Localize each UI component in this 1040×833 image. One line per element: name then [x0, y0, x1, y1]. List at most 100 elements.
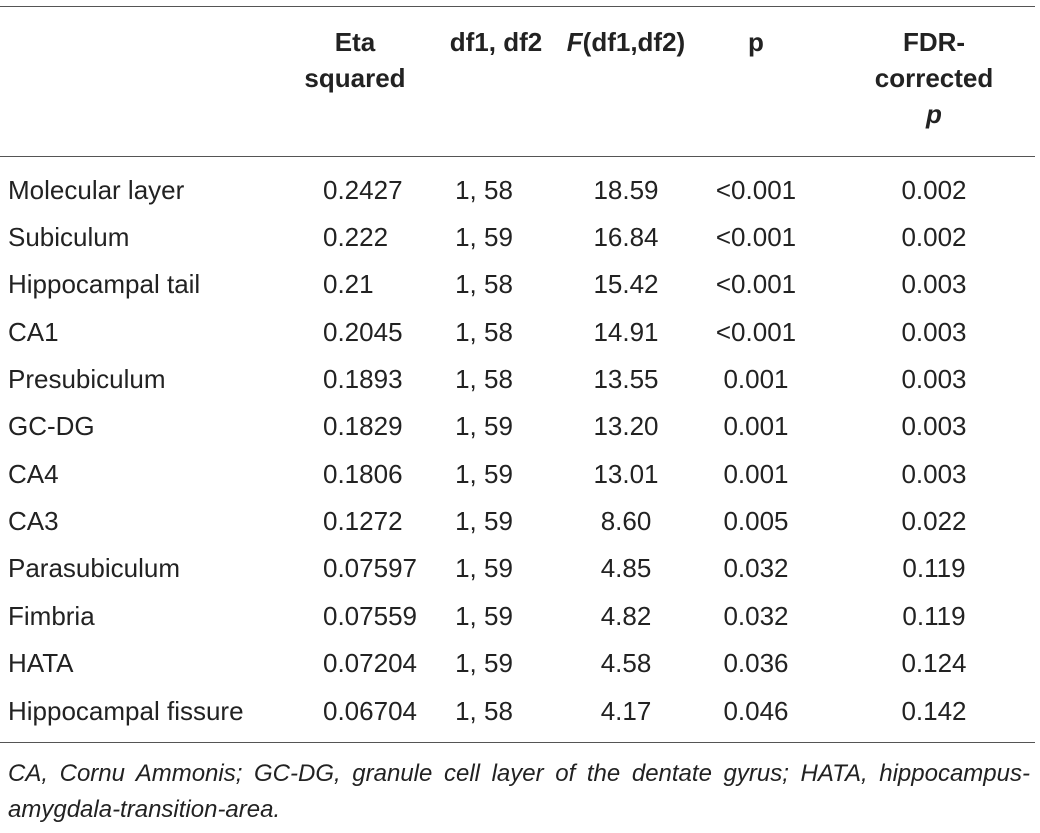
- cell-f: 4.58: [600, 648, 652, 678]
- table-row: CA1 0.2045 1, 58 14.91 <0.001 0.003: [0, 309, 1040, 356]
- cell-eta: 0.2427: [323, 175, 403, 205]
- cell-f: 4.17: [600, 696, 652, 726]
- cell-df: 1, 59: [455, 506, 513, 536]
- cell-p: 0.001: [723, 411, 789, 441]
- cell-fdr: 0.002: [901, 222, 967, 252]
- table-row: Hippocampal tail 0.21 1, 58 15.42 <0.001…: [0, 261, 1040, 308]
- cell-p: 0.036: [723, 648, 789, 678]
- cell-region: Presubiculum: [8, 364, 166, 394]
- cell-df: 1, 58: [455, 696, 513, 726]
- cell-f: 13.01: [593, 459, 659, 489]
- table-footnote: CA, Cornu Ammonis; GC-DG, granule cell l…: [8, 760, 1030, 823]
- cell-p: 0.046: [723, 696, 789, 726]
- cell-region: Subiculum: [8, 222, 130, 252]
- header-p: p: [690, 24, 822, 60]
- cell-f: 8.60: [600, 506, 652, 536]
- cell-df: 1, 58: [455, 317, 513, 347]
- cell-eta: 0.222: [323, 222, 389, 252]
- cell-f: 4.82: [600, 601, 652, 631]
- cell-eta: 0.07559: [323, 601, 417, 631]
- cell-region: CA1: [8, 317, 59, 347]
- cell-region: Hippocampal fissure: [8, 696, 244, 726]
- cell-p: <0.001: [715, 222, 797, 252]
- cell-fdr: 0.124: [901, 648, 967, 678]
- cell-fdr: 0.003: [901, 411, 967, 441]
- cell-eta: 0.07597: [323, 553, 417, 583]
- header-eta-line1: Eta: [334, 27, 376, 57]
- cell-fdr: 0.003: [901, 317, 967, 347]
- cell-f: 14.91: [593, 317, 659, 347]
- table-row: CA3 0.1272 1, 59 8.60 0.005 0.022: [0, 498, 1040, 545]
- cell-p: <0.001: [715, 317, 797, 347]
- table-row: Fimbria 0.07559 1, 59 4.82 0.032 0.119: [0, 593, 1040, 640]
- cell-eta: 0.1272: [323, 506, 403, 536]
- cell-fdr: 0.003: [901, 459, 967, 489]
- cell-p: 0.032: [723, 553, 789, 583]
- cell-df: 1, 58: [455, 175, 513, 205]
- header-df-text: df1, df2: [449, 27, 543, 57]
- table-row: Presubiculum 0.1893 1, 58 13.55 0.001 0.…: [0, 356, 1040, 403]
- header-fdr-line3: p: [926, 99, 942, 129]
- table-top-rule: [0, 6, 1035, 7]
- cell-fdr: 0.002: [901, 175, 967, 205]
- header-f-statistic: F(df1,df2): [552, 24, 700, 60]
- cell-region: CA4: [8, 459, 59, 489]
- cell-f: 4.85: [600, 553, 652, 583]
- cell-fdr: 0.022: [901, 506, 967, 536]
- cell-fdr: 0.119: [902, 601, 966, 631]
- cell-df: 1, 58: [455, 364, 513, 394]
- cell-region: Hippocampal tail: [8, 269, 201, 299]
- cell-eta: 0.1829: [323, 411, 403, 441]
- cell-p: <0.001: [715, 175, 797, 205]
- cell-region: Molecular layer: [8, 175, 185, 205]
- cell-region: HATA: [8, 648, 74, 678]
- header-rule: [0, 156, 1035, 157]
- cell-p: 0.001: [723, 459, 789, 489]
- table-row: HATA 0.07204 1, 59 4.58 0.036 0.124: [0, 640, 1040, 687]
- header-f-rest: (df1,df2): [582, 27, 686, 57]
- cell-df: 1, 59: [455, 601, 513, 631]
- cell-region: Parasubiculum: [8, 553, 180, 583]
- cell-region: CA3: [8, 506, 59, 536]
- cell-fdr: 0.119: [902, 553, 966, 583]
- cell-f: 15.42: [593, 269, 659, 299]
- table-row: Hippocampal fissure 0.06704 1, 58 4.17 0…: [0, 688, 1040, 735]
- table-row: Parasubiculum 0.07597 1, 59 4.85 0.032 0…: [0, 545, 1040, 592]
- cell-df: 1, 59: [455, 648, 513, 678]
- cell-f: 16.84: [593, 222, 659, 252]
- table-bottom-rule: [0, 742, 1035, 743]
- cell-eta: 0.07204: [323, 648, 417, 678]
- cell-region: Fimbria: [8, 601, 95, 631]
- header-fdr-line1: FDR-: [902, 27, 966, 57]
- header-df: df1, df2: [432, 24, 560, 60]
- cell-eta: 0.21: [323, 269, 374, 299]
- cell-p: 0.032: [723, 601, 789, 631]
- cell-f: 18.59: [593, 175, 659, 205]
- cell-eta: 0.1806: [323, 459, 403, 489]
- cell-df: 1, 59: [455, 459, 513, 489]
- cell-f: 13.55: [593, 364, 659, 394]
- table-row: Molecular layer 0.2427 1, 58 18.59 <0.00…: [0, 167, 1040, 214]
- cell-df: 1, 58: [455, 269, 513, 299]
- cell-f: 13.20: [593, 411, 659, 441]
- cell-p: <0.001: [715, 269, 797, 299]
- cell-fdr: 0.003: [901, 269, 967, 299]
- cell-df: 1, 59: [455, 222, 513, 252]
- cell-fdr: 0.003: [901, 364, 967, 394]
- cell-df: 1, 59: [455, 553, 513, 583]
- header-fdr-corrected-p: FDR- corrected p: [868, 24, 1000, 132]
- header-f-italic: F: [566, 27, 583, 57]
- cell-eta: 0.06704: [323, 696, 417, 726]
- cell-region: GC-DG: [8, 411, 95, 441]
- table-row: Subiculum 0.222 1, 59 16.84 <0.001 0.002: [0, 214, 1040, 261]
- cell-eta: 0.1893: [323, 364, 403, 394]
- table-row: CA4 0.1806 1, 59 13.01 0.001 0.003: [0, 451, 1040, 498]
- header-fdr-line2: corrected: [874, 63, 994, 93]
- cell-p: 0.005: [723, 506, 789, 536]
- header-eta-line2: squared: [304, 63, 406, 93]
- table-row: GC-DG 0.1829 1, 59 13.20 0.001 0.003: [0, 403, 1040, 450]
- cell-df: 1, 59: [455, 411, 513, 441]
- header-p-text: p: [748, 27, 764, 57]
- cell-fdr: 0.142: [901, 696, 967, 726]
